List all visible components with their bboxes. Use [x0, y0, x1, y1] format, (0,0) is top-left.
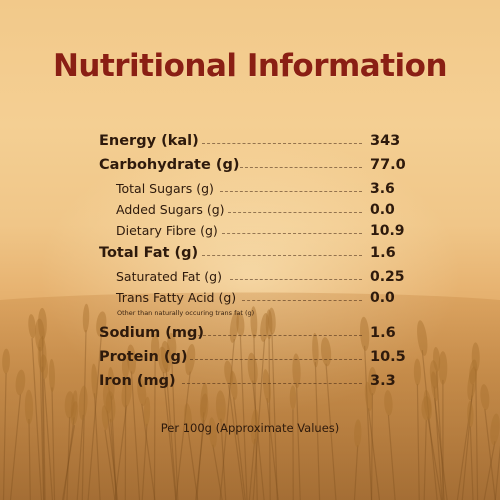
nutrient-row-saturated-fat: Saturated Fat (g) 0.25 — [0, 269, 500, 291]
dotted-leader — [198, 335, 362, 336]
nutrient-row-energy: Energy (kal) 343 — [0, 133, 500, 155]
dotted-leader — [242, 300, 362, 301]
nutrient-row-added-sugars: Added Sugars (g) 0.0 — [0, 202, 500, 224]
nutrient-row-dietary-fibre: Dietary Fibre (g) 10.9 — [0, 223, 500, 245]
nutrient-row-carbohydrate: Carbohydrate (g) 77.0 — [0, 157, 500, 179]
nutrient-label: Dietary Fibre (g) — [116, 223, 218, 238]
nutrient-label: Total Fat (g) — [99, 245, 199, 261]
dotted-leader — [230, 279, 362, 280]
nutrient-value: 77.0 — [370, 157, 406, 173]
nutrient-label: Total Sugars (g) — [116, 181, 214, 196]
nutrient-row-sodium: Sodium (mg) 1.6 — [0, 325, 500, 347]
nutrient-value: 1.6 — [370, 245, 396, 261]
dotted-leader — [240, 167, 362, 168]
nutrient-value: 3.6 — [370, 181, 395, 197]
nutrient-label: Saturated Fat (g) — [116, 269, 222, 284]
nutrient-row-total-sugars: Total Sugars (g) 3.6 — [0, 181, 500, 203]
nutrient-value: 1.6 — [370, 325, 396, 341]
trans-fat-note: Other than naturally occuring trans fat … — [117, 309, 255, 317]
nutrient-label: Energy (kal) — [99, 133, 199, 149]
nutrient-label: Protein (g) — [99, 349, 188, 365]
nutrient-row-iron: Iron (mg) 3.3 — [0, 373, 500, 395]
nutrient-value: 0.0 — [370, 290, 395, 306]
dotted-leader — [228, 212, 362, 213]
nutrient-value: 3.3 — [370, 373, 396, 389]
dotted-leader — [182, 383, 362, 384]
dotted-leader — [220, 191, 362, 192]
page-title: Nutritional Information — [52, 48, 448, 84]
nutrient-label: Trans Fatty Acid (g) — [116, 290, 237, 305]
dotted-leader — [222, 233, 362, 234]
nutrient-row-total-fat: Total Fat (g) 1.6 — [0, 245, 500, 267]
nutrient-value: 10.5 — [370, 349, 406, 365]
nutrient-value: 10.9 — [370, 223, 405, 239]
dotted-leader — [190, 359, 362, 360]
nutrient-value: 343 — [370, 133, 401, 149]
nutrient-label: Carbohydrate (g) — [99, 157, 240, 173]
nutrient-row-trans-fatty-acid: Trans Fatty Acid (g) 0.0 — [0, 290, 500, 312]
dotted-leader — [202, 143, 362, 144]
nutrient-value: 0.0 — [370, 202, 395, 218]
nutrient-label: Added Sugars (g) — [116, 202, 225, 217]
nutrient-label: Sodium (mg) — [99, 325, 204, 341]
nutrient-row-protein: Protein (g) 10.5 — [0, 349, 500, 371]
nutrient-value: 0.25 — [370, 269, 405, 285]
nutrient-label: Iron (mg) — [99, 373, 176, 389]
serving-basis-note: Per 100g (Approximate Values) — [160, 421, 340, 435]
dotted-leader — [202, 255, 362, 256]
